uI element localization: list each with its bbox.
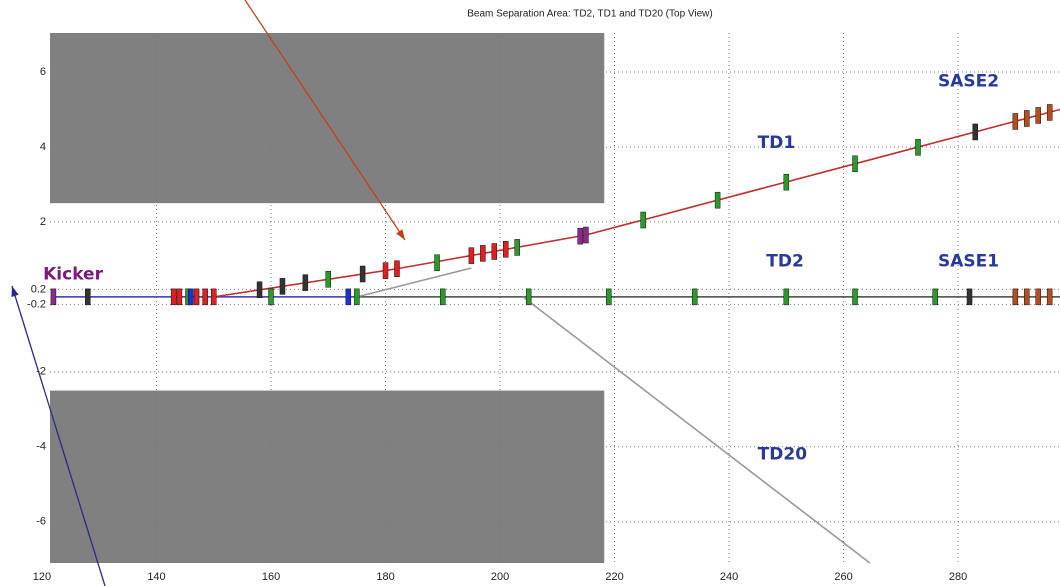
beam-element (279, 278, 286, 295)
beam-label: SASE1 (938, 251, 999, 271)
beam-element (1035, 107, 1041, 124)
beam-line (522, 296, 871, 564)
beam-element (514, 239, 520, 256)
beam-element (325, 271, 332, 288)
y-tick-label: -6 (36, 516, 46, 528)
beam-element (440, 288, 446, 306)
wall-region (50, 390, 605, 563)
y-tick-label: -4 (36, 441, 46, 453)
beam-element (176, 288, 183, 306)
beam-element (170, 288, 177, 306)
beam-element (359, 265, 366, 283)
y-tick-label: 4 (40, 141, 46, 153)
beam-element (1012, 288, 1019, 306)
beam-label: TD20 (758, 444, 808, 464)
beam-element (640, 211, 646, 229)
x-tick-label: 120 (33, 571, 51, 583)
beam-element (211, 288, 217, 306)
beam-element (468, 247, 475, 264)
beam-label: TD1 (758, 133, 796, 153)
x-tick-label: 240 (720, 571, 738, 583)
beam-element (1035, 288, 1041, 306)
y-tick-label: 6 (40, 66, 46, 78)
beam-element (783, 288, 790, 306)
beam-element (525, 288, 532, 306)
beam-element (577, 227, 583, 245)
beam-element (188, 288, 194, 306)
beam-element (382, 262, 389, 279)
x-tick-label: 220 (605, 571, 623, 583)
beam-element (1046, 288, 1053, 306)
beam-element (345, 288, 352, 306)
y-tick-label: -0.2 (27, 298, 46, 310)
y-tick-label: 2 (40, 216, 46, 228)
x-tick-label: 260 (834, 571, 852, 583)
x-tick-label: 200 (491, 571, 509, 583)
beam-element (691, 288, 698, 306)
beam-element (394, 260, 400, 278)
pointer-arrow-head (11, 286, 19, 297)
x-tick-label: 180 (376, 571, 394, 583)
y-tick-label: -2 (36, 366, 46, 378)
beam-label: TD2 (766, 251, 804, 271)
y-tick-label: 0.2 (31, 283, 46, 295)
beam-element (85, 288, 91, 306)
beam-element (583, 226, 589, 244)
beam-element (268, 288, 274, 306)
beam-element (606, 288, 612, 306)
beam-element (966, 288, 973, 306)
beam-element (932, 288, 938, 306)
beam-element (193, 288, 200, 306)
beam-element (714, 191, 721, 209)
beam-element (202, 288, 208, 306)
beam-element (1012, 113, 1019, 130)
beam-element (852, 155, 858, 173)
beam-element (434, 254, 440, 272)
chart-title: Beam Separation Area: TD2, TD1 and TD20 … (467, 9, 713, 20)
beam-element (1024, 110, 1030, 127)
beam-element (1024, 288, 1030, 306)
beam-element (480, 245, 486, 262)
beam-element (491, 243, 498, 260)
beam-element (783, 173, 790, 191)
beam-element (1046, 104, 1053, 121)
beam-element (354, 288, 360, 306)
x-tick-label: 140 (147, 571, 165, 583)
beam-element (915, 139, 921, 156)
beam-element (503, 241, 509, 258)
beam-label: SASE2 (938, 71, 999, 91)
x-tick-label: 280 (949, 571, 967, 583)
beam-element (256, 281, 263, 299)
beam-label: Kicker (43, 264, 103, 284)
beam-element (852, 288, 858, 306)
beam-element (302, 274, 309, 291)
beam-element (972, 123, 979, 141)
beam-line (356, 267, 472, 298)
beam-element (50, 288, 57, 306)
pointer-arrow (244, 0, 406, 241)
pointer-arrow (11, 285, 106, 586)
wall-region (50, 33, 605, 204)
pointer-arrow-head (396, 229, 405, 240)
x-tick-label: 160 (262, 571, 280, 583)
